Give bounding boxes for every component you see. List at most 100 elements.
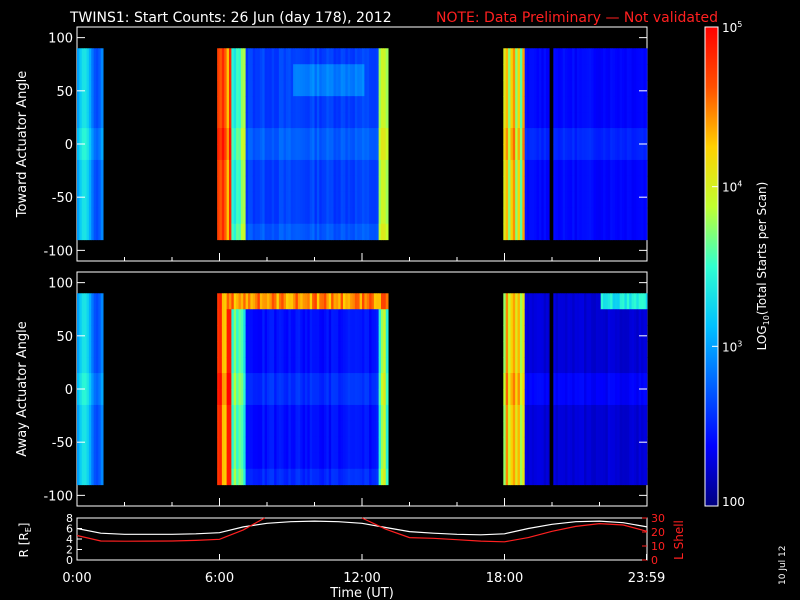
heatmap-cell — [607, 436, 611, 454]
heatmap-cell — [326, 468, 330, 486]
heatmap-cell — [100, 404, 104, 422]
heatmap-cell — [534, 80, 537, 97]
heatmap-cell — [221, 325, 225, 342]
heatmap-cell — [357, 325, 361, 342]
heatmap-cell — [340, 112, 344, 129]
heatmap-cell — [281, 341, 285, 358]
heatmap-cell — [259, 357, 263, 374]
heatmap-cell — [350, 207, 353, 225]
heatmap-cell — [373, 309, 377, 326]
heatmap-cell — [98, 159, 102, 177]
heatmap-cell — [643, 48, 647, 65]
heatmap-cell — [579, 128, 583, 145]
heatmap-cell — [645, 389, 648, 406]
heatmap-cell — [248, 468, 251, 486]
heatmap-cell — [505, 128, 509, 145]
heatmap-cell — [274, 96, 277, 113]
heatmap-cell — [331, 80, 334, 97]
y-tick-label: -50 — [52, 191, 73, 206]
heatmap-cell — [84, 293, 87, 310]
heatmap-cell — [524, 468, 528, 486]
heatmap-cell — [529, 128, 533, 145]
heatmap-cell — [529, 293, 533, 310]
heatmap-cell — [333, 144, 337, 161]
heatmap-cell — [347, 341, 351, 358]
heatmap-cell — [345, 207, 349, 225]
heatmap-cell — [300, 373, 304, 390]
heatmap-cell — [617, 64, 621, 81]
heatmap-cell — [527, 175, 530, 193]
heatmap-cell — [536, 404, 540, 422]
heatmap-cell — [226, 341, 230, 358]
heatmap-cell — [81, 309, 85, 326]
heatmap-cell — [257, 357, 261, 374]
heatmap-cell — [267, 293, 270, 310]
heatmap-cell — [345, 389, 349, 406]
heatmap-cell — [584, 128, 587, 145]
heatmap-cell — [77, 404, 80, 422]
heatmap-cell — [333, 191, 337, 209]
heatmap-cell — [579, 191, 583, 209]
heatmap-cell — [607, 404, 611, 422]
heatmap-cell — [562, 159, 566, 177]
heatmap-cell — [629, 325, 632, 342]
heatmap-cell — [591, 96, 594, 113]
heatmap-cell — [557, 128, 561, 145]
heatmap-cell — [645, 373, 648, 390]
heatmap-cell — [326, 112, 330, 129]
heatmap-cell — [555, 468, 559, 486]
heatmap-cell — [321, 452, 325, 470]
heatmap-cell — [383, 48, 387, 65]
heatmap-cell — [91, 48, 95, 65]
heatmap-cell — [562, 389, 566, 406]
heatmap-cell — [519, 128, 523, 145]
heatmap-cell — [88, 452, 92, 470]
heatmap-cell — [553, 223, 556, 241]
heatmap-cell — [229, 159, 232, 177]
heatmap-cell — [369, 404, 372, 422]
heatmap-cell — [281, 452, 285, 470]
l-tick-label: 0 — [651, 554, 658, 567]
heatmap-cell — [371, 309, 375, 326]
heatmap-cell — [236, 80, 239, 97]
heatmap-cell — [335, 191, 339, 209]
heatmap-cell — [217, 452, 220, 470]
heatmap-cell — [588, 341, 592, 358]
heatmap-cell — [586, 389, 590, 406]
heatmap-cell — [560, 223, 564, 241]
heatmap-cell — [591, 452, 594, 470]
heatmap-cell — [252, 48, 256, 65]
r-axis-label: R [RE] — [17, 523, 33, 558]
heatmap-cell — [510, 191, 514, 209]
heatmap-cell — [622, 64, 625, 81]
heatmap-cell — [624, 223, 628, 241]
heatmap-cell — [519, 64, 523, 81]
heatmap-cell — [638, 207, 642, 225]
heatmap-cell — [527, 48, 530, 65]
heatmap-cell — [624, 389, 628, 406]
heatmap-cell — [569, 341, 573, 358]
heatmap-cell — [376, 373, 380, 390]
heatmap-cell — [534, 389, 537, 406]
heatmap-cell — [257, 144, 261, 161]
heatmap-cell — [371, 325, 375, 342]
heatmap-cell — [324, 452, 327, 470]
heatmap-cell — [586, 373, 590, 390]
heatmap-cell — [226, 404, 230, 422]
heatmap-cell — [343, 373, 346, 390]
heatmap-cell — [224, 468, 228, 486]
heatmap-cell — [278, 420, 282, 438]
heatmap-cell — [560, 436, 564, 454]
heatmap-cell — [610, 309, 613, 326]
heatmap-cell — [259, 96, 263, 113]
heatmap-cell — [617, 175, 621, 193]
heatmap-cell — [633, 325, 637, 342]
heatmap-cell — [93, 223, 97, 241]
heatmap-cell — [352, 48, 356, 65]
heatmap-cell — [219, 223, 223, 241]
heatmap-cell — [231, 191, 235, 209]
heatmap-cell — [350, 175, 353, 193]
heatmap-cell — [373, 468, 377, 486]
heatmap-cell — [233, 128, 237, 145]
heatmap-cell — [529, 309, 533, 326]
